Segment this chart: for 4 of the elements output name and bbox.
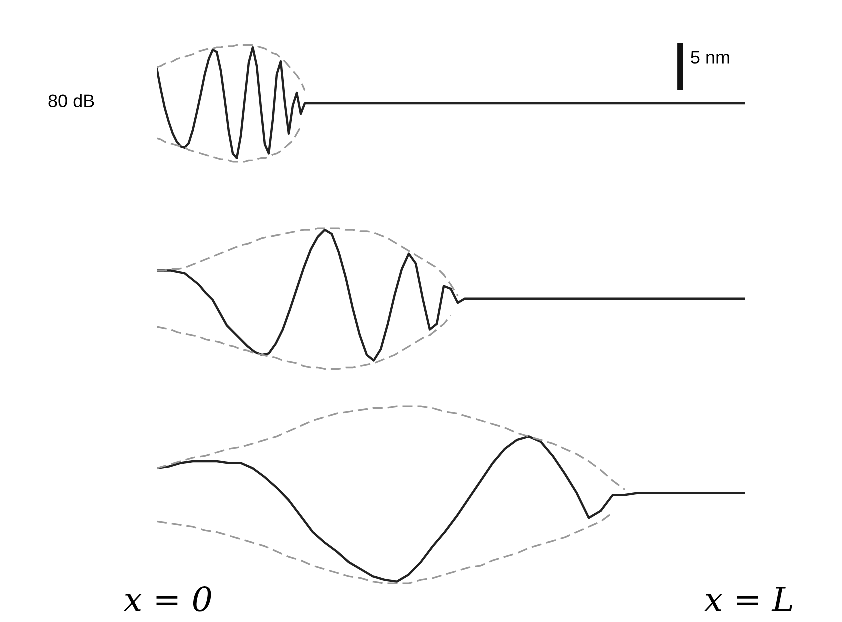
annotation: 5 nm	[691, 51, 730, 64]
text: 80 dB	[48, 94, 94, 108]
text: x = 0	[124, 586, 212, 612]
text: x = L	[704, 586, 792, 612]
